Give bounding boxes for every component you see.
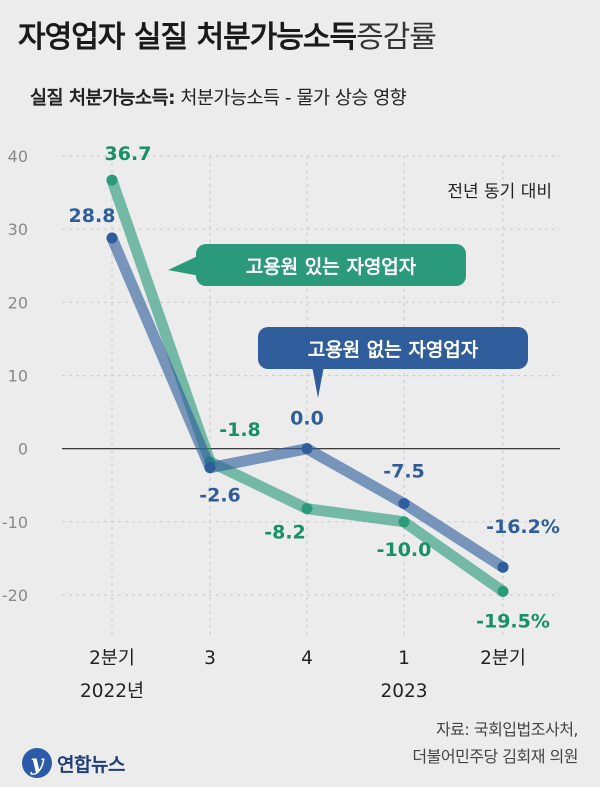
without-employees-point	[106, 232, 118, 244]
with-employees-point	[301, 503, 313, 515]
subtitle-definition: 처분가능소득 - 물가 상승 영향	[175, 88, 407, 109]
with-employees-data-label: -19.5%	[476, 610, 550, 632]
with-employees-legend-box	[196, 244, 466, 286]
without-employees-point	[398, 498, 410, 510]
with-employees-point	[106, 174, 118, 186]
with-employees-data-label: -8.2	[264, 522, 306, 544]
year-label: 2022년	[80, 681, 144, 702]
without-employees-data-label: -7.5	[383, 461, 425, 483]
without-employees-point	[301, 443, 313, 455]
with-employees-data-label: -1.8	[219, 419, 261, 441]
source-line-1: 자료: 국회입법조사처,	[435, 720, 579, 739]
x-tick-label: 3	[204, 648, 216, 669]
without-employees-data-label: -2.6	[199, 485, 241, 507]
year-label: 2023	[380, 681, 427, 702]
x-tick-label: 2분기	[89, 648, 135, 669]
without-employees-data-label: 28.8	[69, 205, 116, 227]
x-tick-label: 1	[398, 648, 410, 669]
y-tick-label: 20	[8, 293, 28, 312]
yonhap-logo: y 연합뉴스	[22, 748, 125, 778]
with-employees-data-label: 36.7	[105, 143, 152, 165]
with-employees-legend-pointer	[168, 255, 200, 276]
with-employees-point	[497, 585, 509, 597]
comparison-note: 전년 동기 대비	[447, 182, 552, 202]
chart-subtitle: 실질 처분가능소득: 처분가능소득 - 물가 상승 영향	[30, 84, 407, 110]
subtitle-term: 실질 처분가능소득:	[30, 88, 176, 109]
yonhap-logo-text: 연합뉴스	[57, 753, 125, 776]
chart-title-bold: 자영업자 실질 처분가능소득	[18, 20, 357, 55]
x-tick-label: 2분기	[480, 648, 526, 669]
without-employees-legend-box	[258, 327, 528, 369]
without-employees-data-label: 0.0	[290, 408, 324, 430]
chart-title: 자영업자 실질 처분가능소득증감률	[18, 12, 437, 56]
chart-title-light: 증감률	[356, 20, 437, 55]
y-tick-label: 30	[8, 220, 28, 239]
y-tick-label: 10	[8, 367, 28, 386]
y-tick-label: 0	[18, 440, 28, 459]
with-employees-point	[398, 516, 410, 528]
with-employees-data-label: -10.0	[377, 539, 432, 561]
with-employees-legend-label: 고용원 있는 자영업자	[246, 256, 417, 278]
source-line-2: 더불어민주당 김회재 의원	[412, 747, 578, 766]
yonhap-logo-icon: y	[22, 748, 52, 778]
y-tick-label: -20	[2, 586, 28, 605]
y-tick-label: -10	[2, 513, 28, 532]
without-employees-point	[204, 462, 216, 474]
without-employees-point	[497, 561, 509, 573]
without-employees-legend-pointer	[312, 366, 324, 398]
y-tick-label: 40	[8, 147, 28, 166]
x-tick-label: 4	[301, 648, 313, 669]
without-employees-legend-label: 고용원 없는 자영업자	[308, 339, 479, 361]
source-note: 자료: 국회입법조사처, 더불어민주당 김회재 의원	[412, 716, 578, 770]
without-employees-data-label: -16.2%	[486, 516, 560, 538]
